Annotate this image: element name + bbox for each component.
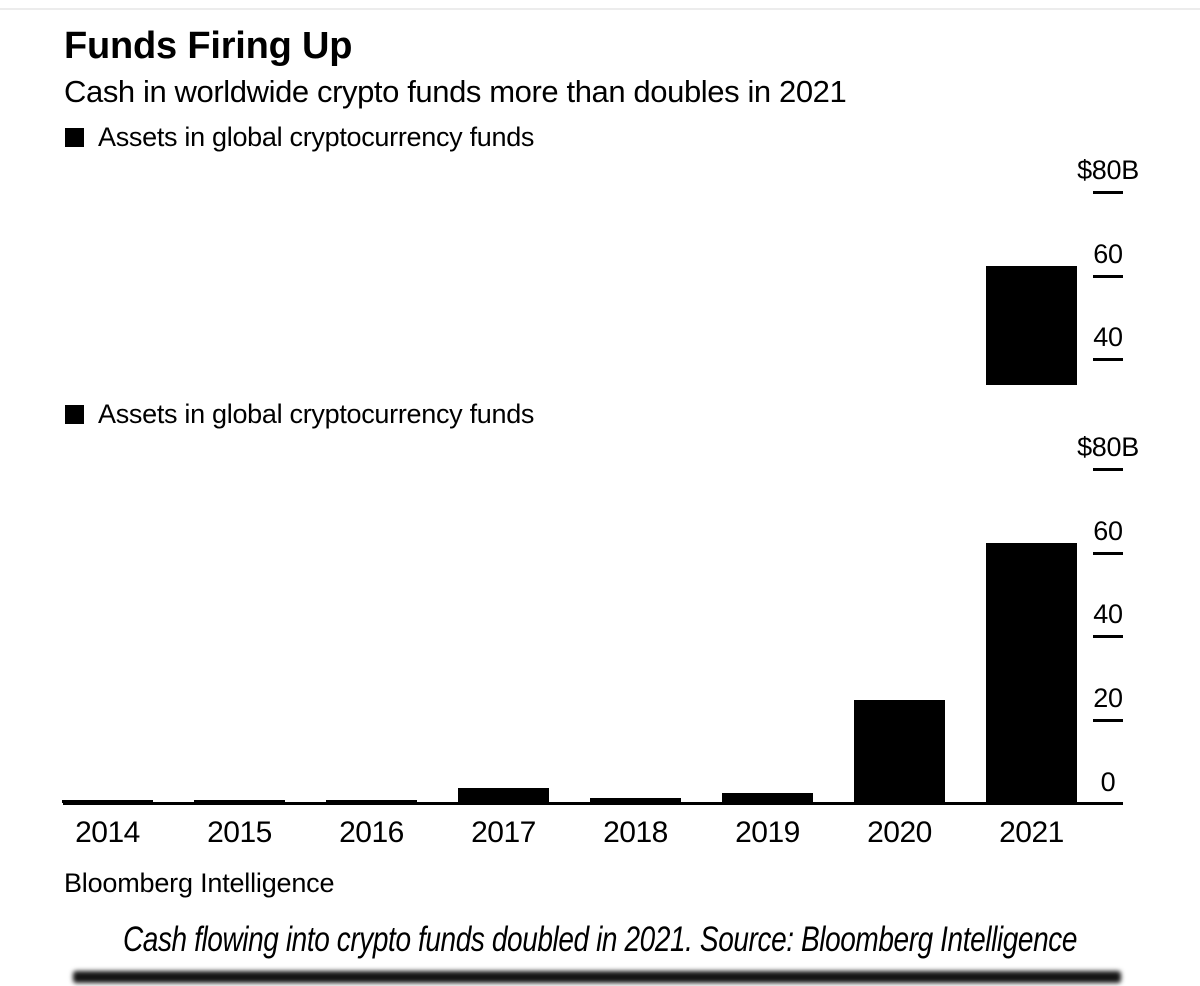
y-axis-tick-mark xyxy=(1093,551,1123,555)
y-axis-tick-label: 0 xyxy=(1100,767,1116,797)
x-axis-label-2017: 2017 xyxy=(471,816,536,849)
bar-2020 xyxy=(854,700,945,803)
y-axis-tick-label: $80B xyxy=(1077,154,1139,185)
y-axis-tick-label: 60 xyxy=(1093,515,1123,546)
y-axis-tick-label: 40 xyxy=(1093,322,1123,353)
bar-2015 xyxy=(194,800,285,803)
source-attribution: Bloomberg Intelligence xyxy=(64,868,335,898)
legend-row-top: Assets in global cryptocurrency funds xyxy=(65,122,534,153)
x-axis-label-2019: 2019 xyxy=(735,816,800,849)
x-axis-label-2015: 2015 xyxy=(207,816,272,849)
y-axis-tick-label: 60 xyxy=(1093,238,1123,269)
top-edge-divider xyxy=(0,8,1200,10)
y-axis-tick-mark xyxy=(1093,190,1123,194)
y-axis-tick-mark xyxy=(1093,274,1123,278)
legend-row-bottom: Assets in global cryptocurrency funds xyxy=(65,399,534,430)
bar-chart-full: $80B 60 40 20 0 2014 2015 2016 2017 2018 2019 2020 2… xyxy=(0,430,1200,870)
y-axis-tick-label: $80B xyxy=(1077,431,1139,462)
bar-2017 xyxy=(458,788,549,803)
x-axis-line xyxy=(63,802,1123,805)
x-axis-label-2020: 2020 xyxy=(867,816,932,849)
bottom-cutoff-band xyxy=(73,971,1121,983)
y-axis-tick-mark xyxy=(1093,467,1123,471)
y-axis-tick-label: 20 xyxy=(1093,683,1123,714)
y-axis-tick-mark xyxy=(1093,635,1123,639)
bar-2016 xyxy=(326,799,417,803)
y-axis-tick-mark xyxy=(1093,358,1123,362)
bar-2014 xyxy=(62,800,153,803)
y-axis-tick-label: 40 xyxy=(1093,599,1123,630)
x-axis-label-2021: 2021 xyxy=(999,816,1064,849)
legend-swatch-icon xyxy=(65,128,84,147)
legend-swatch-icon xyxy=(65,405,84,424)
legend-label: Assets in global cryptocurrency funds xyxy=(98,399,535,429)
image-caption: Cash flowing into crypto funds doubled i… xyxy=(122,920,1078,959)
x-axis-label-2018: 2018 xyxy=(603,816,668,849)
bar-2021 xyxy=(986,266,1077,385)
bar-2021 xyxy=(986,543,1077,803)
x-axis-label-2014: 2014 xyxy=(75,816,140,849)
bar-2018 xyxy=(590,797,681,803)
bar-2019 xyxy=(722,792,813,803)
x-axis-label-2016: 2016 xyxy=(339,816,404,849)
bar-chart-top-crop: $80B 60 40 xyxy=(0,150,1200,385)
legend-label: Assets in global cryptocurrency funds xyxy=(98,122,535,152)
y-axis-tick-mark xyxy=(1093,719,1123,723)
chart-subtitle: Cash in worldwide crypto funds more than… xyxy=(64,74,847,109)
chart-title: Funds Firing Up xyxy=(64,25,353,67)
